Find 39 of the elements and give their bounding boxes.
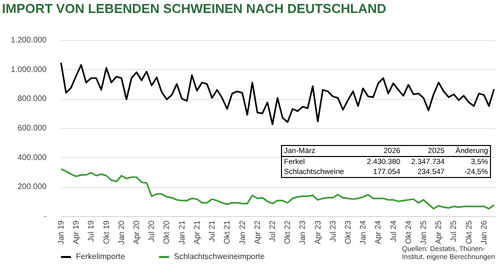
y-tick-label: 1.200.000 [10,36,48,44]
legend-label: Schlachtschweineimporte [174,252,266,261]
y-tick-label: 600.000 [18,124,48,132]
x-tick-label: Okt 21 [222,220,232,244]
x-tick-label: Jan 22 [238,220,247,245]
x-tick-label: Apr 24 [374,220,383,244]
x-tick-label: Jul 23 [328,220,338,242]
x-tick-label: Okt 24 [404,220,413,244]
x-tick-label: Jan 23 [298,220,308,245]
x-tick-label: Apr 23 [313,220,322,244]
x-tick-label: Jan 25 [419,220,428,245]
x-tick-label: Jul 21 [208,220,217,242]
x-tick-label: Jan 19 [56,220,66,245]
y-tick-label: 200.000 [18,182,48,192]
x-tick-label: Jan 26 [479,220,488,245]
x-tick-label: Apr 22 [252,220,262,244]
chart-title: IMPORT VON LEBENDEN SCHWEINEN NACH DEUTSCHLAND [2,1,386,16]
x-tick-label: Okt 25 [464,220,474,244]
x-tick-label: Jul 25 [449,220,458,242]
x-tick-label: Apr 20 [132,220,142,244]
y-tick-label: - [44,212,47,220]
legend-label: Ferkelimporte [76,252,126,261]
x-tick-label: Okt 22 [283,220,292,244]
y-tick-label: 400.000 [18,152,48,162]
y-tick-label: 800.000 [18,94,48,104]
x-tick-label: Okt 20 [162,220,172,244]
x-tick-label: Apr 25 [434,220,444,244]
x-tick-label: Apr 19 [72,220,81,244]
x-tick-label: Apr 21 [192,220,202,244]
x-tick-label: Jan 20 [116,220,126,245]
x-tick-label: Jul 24 [388,220,398,242]
x-tick-label: Jul 19 [86,220,96,242]
y-tick-label: 1.000.000 [10,64,48,74]
x-tick-label: Jul 20 [147,220,156,242]
x-tick-label: Okt 23 [343,220,352,244]
x-tick-label: Jan 21 [177,220,186,245]
x-tick-label: Okt 19 [102,220,111,244]
x-tick-label: Jul 22 [268,220,277,242]
x-tick-label: Jan 24 [358,220,368,245]
